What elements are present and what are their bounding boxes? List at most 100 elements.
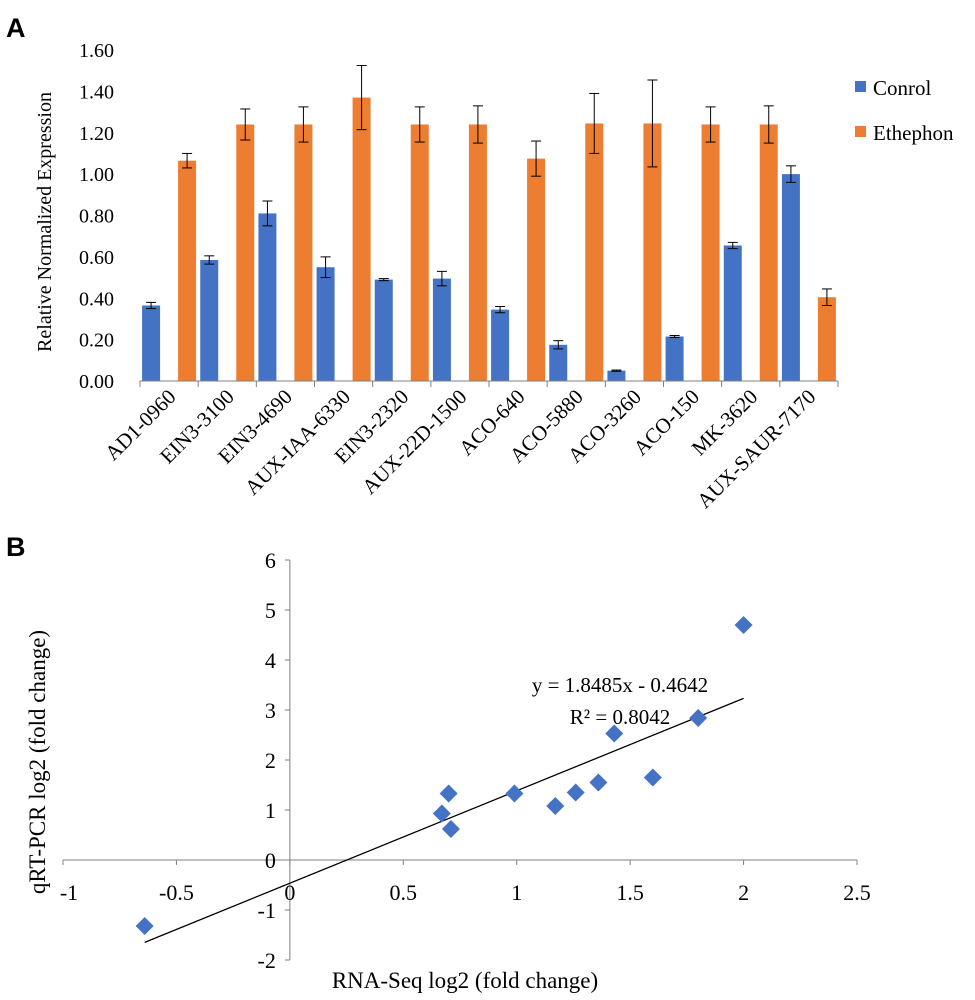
y-tick-label: 0 xyxy=(265,848,276,873)
y-tick-label: 3 xyxy=(265,698,276,723)
error-bar-control-3 xyxy=(320,256,331,279)
error-bar-ethephon-3 xyxy=(356,65,367,131)
data-point-0 xyxy=(135,917,154,935)
data-point-8 xyxy=(605,724,624,743)
data-point-1 xyxy=(432,804,451,823)
bar-ethephon-4 xyxy=(410,124,429,381)
data-point-4 xyxy=(505,784,524,803)
bar-series xyxy=(142,97,836,382)
y-tick-label: 0.80 xyxy=(79,206,114,228)
bar-control-10 xyxy=(723,245,742,381)
x-tick-label: 1.5 xyxy=(616,880,644,905)
bar-chart: 0.00 0.20 0.40 0.60 0.80 1.00 1.20 1.40 1.60 AD1… xyxy=(34,40,954,513)
bar-ethephon-10 xyxy=(759,124,778,381)
error-bar-control-5 xyxy=(436,270,447,287)
y-axis-ticks: 0.00 0.20 0.40 0.60 0.80 1.00 1.20 1.40 1.60 xyxy=(79,40,114,393)
error-bar-ethephon-4 xyxy=(414,106,425,143)
panel-label-b: B xyxy=(6,532,26,562)
y-tick-label: 4 xyxy=(265,648,276,673)
y-axis-tick-labels: -2 -1 0 1 2 3 4 5 6 xyxy=(258,548,276,973)
legend-label-ethephon: Ethephon xyxy=(873,121,954,145)
bar-control-9 xyxy=(665,336,684,381)
x-tick-label: -0.5 xyxy=(159,880,194,905)
data-point-7 xyxy=(589,773,608,792)
error-bar-control-11 xyxy=(785,165,796,183)
x-tick-label: 1 xyxy=(511,880,522,905)
y-tick-label: -2 xyxy=(258,948,276,973)
error-bar-control-2 xyxy=(262,200,273,227)
error-bar-ethephon-9 xyxy=(705,106,716,143)
error-bar-control-4 xyxy=(378,278,389,282)
error-bar-ethephon-5 xyxy=(472,105,483,144)
data-point-6 xyxy=(566,783,585,802)
y-tick-label: 0.00 xyxy=(79,371,114,393)
y-tick-label: 6 xyxy=(265,548,276,573)
error-bar-ethephon-6 xyxy=(531,140,542,177)
error-bar-ethephon-0 xyxy=(182,152,193,169)
y-axis-label: qRT-PCR log2 (fold change) xyxy=(25,630,50,894)
bar-ethephon-0 xyxy=(178,160,197,381)
data-point-11 xyxy=(734,616,753,634)
error-bar-control-6 xyxy=(495,306,506,314)
bar-ethephon-7 xyxy=(585,123,604,382)
error-bar-ethephon-8 xyxy=(647,79,658,168)
bar-control-7 xyxy=(549,344,568,381)
error-bar-ethephon-7 xyxy=(589,92,600,154)
error-bar-control-9 xyxy=(669,334,680,339)
bar-control-8 xyxy=(607,370,626,381)
error-bar-control-0 xyxy=(146,301,157,310)
y-tick-label: 2 xyxy=(265,748,276,773)
trendline xyxy=(144,697,744,943)
y-tick-label: 0.40 xyxy=(79,288,114,310)
data-points xyxy=(135,616,753,935)
trendline-equation: y = 1.8485x - 0.4642 xyxy=(532,673,708,697)
panel-label-a: A xyxy=(6,13,26,43)
bar-control-11 xyxy=(781,174,800,381)
x-tick-label: -1 xyxy=(60,880,78,905)
y-axis-label: Relative Normalized Expression xyxy=(34,92,56,352)
x-tick-label: 2 xyxy=(738,880,749,905)
bar-ethephon-5 xyxy=(468,124,487,381)
error-bar-ethephon-1 xyxy=(240,108,251,141)
legend-swatch-ethephon xyxy=(855,126,866,137)
x-axis-tick-labels: -1 -0.5 0 0.5 1 1.5 2 2.5 xyxy=(60,880,871,905)
bar-control-3 xyxy=(316,267,335,381)
error-bar-control-1 xyxy=(204,255,215,265)
bar-ethephon-1 xyxy=(236,124,255,381)
bar-ethephon-2 xyxy=(294,124,313,381)
bar-control-6 xyxy=(491,309,510,381)
x-axis-tick-labels: AD1-0960EIN3-3100EIN3-4690AUX-IAA-6330EI… xyxy=(100,385,820,513)
legend-swatch-control xyxy=(855,81,866,92)
data-point-3 xyxy=(441,820,460,838)
data-point-5 xyxy=(546,797,565,815)
bar-control-4 xyxy=(374,279,393,381)
legend: Conrol Ethephon xyxy=(855,76,954,145)
x-tick-label: 0 xyxy=(284,880,295,905)
x-axis-tick-marks xyxy=(139,381,839,387)
x-tick-label: 0.5 xyxy=(390,880,418,905)
bar-ethephon-8 xyxy=(643,123,662,382)
y-tick-label: 1.20 xyxy=(79,123,114,145)
axis-tick-marks xyxy=(62,559,858,961)
bar-control-1 xyxy=(200,259,219,381)
legend-label-control: Conrol xyxy=(873,76,932,100)
y-tick-label: 1.40 xyxy=(79,81,114,103)
bar-ethephon-6 xyxy=(527,158,546,381)
x-tick-label: 2.5 xyxy=(843,880,871,905)
y-tick-label: 1.00 xyxy=(79,164,114,186)
data-point-10 xyxy=(689,709,708,727)
data-point-2 xyxy=(439,784,458,803)
r-squared: R² = 0.8042 xyxy=(570,705,670,729)
bar-control-5 xyxy=(432,278,451,381)
y-tick-label: 0.20 xyxy=(79,330,114,352)
error-bar-control-7 xyxy=(553,340,564,350)
y-tick-label: 5 xyxy=(265,598,276,623)
error-bar-control-10 xyxy=(727,241,738,250)
bar-control-0 xyxy=(142,305,161,381)
error-bars xyxy=(146,65,832,372)
bar-ethephon-9 xyxy=(701,124,720,381)
error-bar-ethephon-10 xyxy=(763,105,774,144)
data-point-9 xyxy=(643,768,662,787)
bar-ethephon-11 xyxy=(817,297,836,381)
